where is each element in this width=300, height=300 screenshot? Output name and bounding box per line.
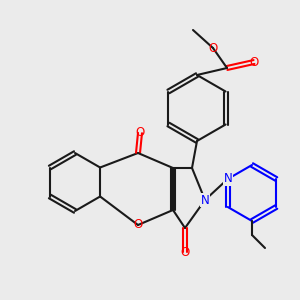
Text: O: O — [249, 56, 259, 68]
Text: O: O — [208, 41, 217, 55]
Text: O: O — [135, 127, 145, 140]
Text: O: O — [180, 245, 190, 259]
Text: O: O — [134, 218, 142, 232]
Text: N: N — [201, 194, 209, 206]
Text: N: N — [224, 172, 232, 185]
